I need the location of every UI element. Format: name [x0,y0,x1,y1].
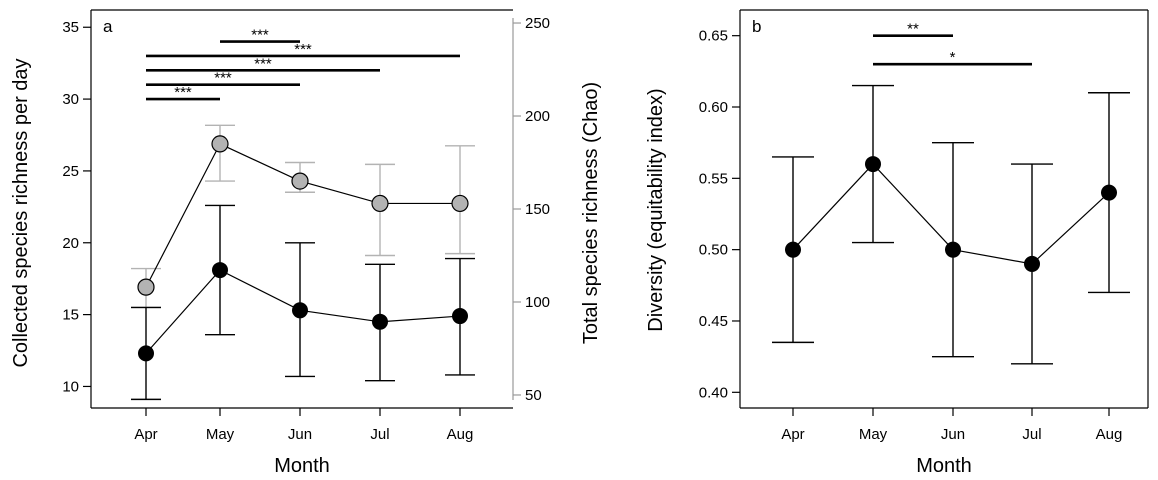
y-axis-title-a: Collected species richness per day [10,58,32,367]
x-tick-label: Aug [447,426,474,443]
y-tick-label: 0.50 [699,242,728,259]
significance-label: *** [174,84,192,101]
y2-tick-label: 250 [525,15,550,32]
x-tick-label: May [859,426,888,443]
data-point [1024,255,1040,272]
significance-label: *** [251,27,269,44]
x-tick-label: Apr [781,426,804,443]
y2-axis-title-a: Total species richness (Chao) [580,82,602,344]
y-axis-title-b: Diversity (equitability index) [645,88,667,331]
y-tick-label: 30 [62,91,79,108]
x-tick-label: Jun [941,426,965,443]
data-point [372,313,388,330]
y-tick-label: 0.60 [699,99,728,116]
data-point [212,262,228,279]
data-point [452,308,468,325]
significance-label: *** [294,41,312,58]
y2-tick-label: 50 [525,387,542,404]
x-tick-label: Jun [288,426,312,443]
y-tick-label: 0.65 [699,28,728,45]
y-tick-label: 20 [62,235,79,252]
panel-b: b Month Diversity (equitability index) A… [645,9,1149,477]
data-point [138,345,154,362]
x-tick-label: May [206,426,235,443]
y-tick-label: 35 [62,19,79,36]
data-point [451,194,469,213]
significance-label: *** [214,70,232,87]
x-tick-label: Jul [370,426,389,443]
y-tick-label: 25 [62,163,79,180]
data-point [865,156,881,173]
data-point [211,135,229,153]
data-point [291,172,309,190]
y2-tick-label: 150 [525,201,550,218]
y-tick-label: 15 [62,307,79,324]
data-point [137,278,155,296]
significance-label: * [950,49,956,66]
x-axis-title-a: Month [274,455,330,477]
significance-label: *** [254,55,272,72]
y-tick-label: 10 [62,378,79,395]
panel-label-a: a [103,17,113,36]
significance-label: ** [907,21,919,38]
panel-a: a Month Collected species richness per d… [10,9,602,477]
x-axis-title-b: Month [916,455,972,477]
y-tick-label: 0.40 [699,384,728,401]
data-point [371,194,389,213]
series-line [145,143,460,288]
x-tick-label: Jul [1022,426,1041,443]
x-tick-label: Aug [1096,426,1123,443]
y-tick-label: 0.45 [699,313,728,330]
y2-tick-label: 200 [525,108,550,125]
data-point [785,241,801,258]
panel-label-b: b [752,17,761,36]
data-point [1101,184,1117,201]
x-tick-label: Apr [134,426,157,443]
y2-tick-label: 100 [525,294,550,311]
data-point [292,302,308,319]
y-tick-label: 0.55 [699,170,728,187]
data-point [945,241,961,258]
